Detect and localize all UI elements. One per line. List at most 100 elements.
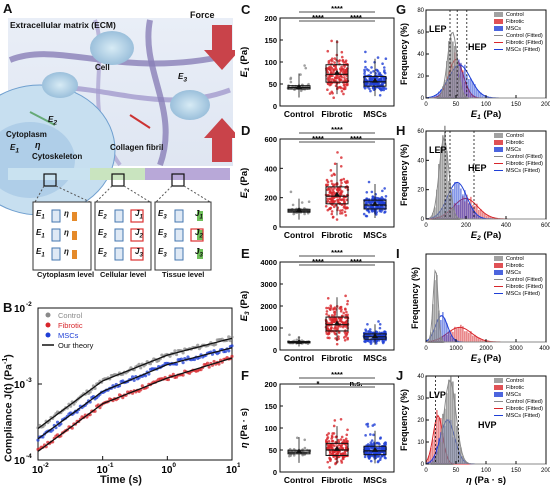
data-point <box>370 439 374 442</box>
data-point <box>339 165 343 168</box>
model-e-symbol: E1 <box>36 247 45 259</box>
y-tick-label: 100 <box>264 424 277 433</box>
y-tick-label: 10 <box>417 440 424 446</box>
data-point <box>326 180 330 184</box>
data-point <box>137 362 141 366</box>
data-point <box>336 208 339 212</box>
hist-bar <box>460 62 462 98</box>
hist-bar <box>458 435 460 464</box>
legend-entry: MSCs <box>58 331 79 340</box>
data-point <box>364 214 368 218</box>
hist-bar <box>446 151 448 219</box>
y-tick-label: 3000 <box>260 280 277 289</box>
panel-label-g: G <box>396 2 407 17</box>
x-category-label: MSCs <box>363 109 387 119</box>
legend-entry: Control <box>506 256 524 262</box>
data-point <box>148 362 153 366</box>
hist-bar <box>444 79 446 98</box>
data-point <box>340 156 343 159</box>
x-tick-label: 10 <box>226 465 238 476</box>
data-point <box>333 314 336 318</box>
x-tick-label: 0 <box>424 346 428 352</box>
hist-bar <box>462 72 464 98</box>
data-point <box>346 337 349 341</box>
data-point <box>378 326 382 330</box>
hist-bar <box>456 182 458 219</box>
data-point <box>334 318 338 321</box>
data-point <box>373 60 376 64</box>
hist-bar <box>462 455 464 464</box>
hist-bar <box>430 332 432 342</box>
data-point <box>330 439 334 443</box>
hist-bar <box>446 323 448 342</box>
hist-bar <box>456 340 458 342</box>
hist-bar <box>432 458 434 464</box>
data-point <box>304 66 308 70</box>
data-point <box>333 419 337 422</box>
x-tick-label: 4000 <box>539 346 550 352</box>
data-point <box>173 349 177 353</box>
data-point <box>330 57 334 60</box>
y-tick-label: 60 <box>417 30 424 36</box>
data-point <box>324 439 328 442</box>
data-point <box>295 436 299 440</box>
hist-bar <box>466 197 468 219</box>
data-point <box>369 459 373 463</box>
data-point <box>330 66 334 70</box>
x-tick-label: 10 <box>97 465 109 476</box>
hist-bar <box>450 37 452 98</box>
e1-symbol: E1 <box>10 143 20 155</box>
data-point <box>292 454 296 457</box>
hist-bar <box>440 94 442 98</box>
legend-entry: MSCs <box>506 147 521 153</box>
mean-marker <box>296 207 302 213</box>
hist-bar <box>450 335 452 342</box>
x-tick-label: 150 <box>511 102 522 108</box>
data-point <box>343 180 347 184</box>
data-point <box>332 191 335 194</box>
data-point <box>345 331 349 335</box>
data-point <box>373 452 376 455</box>
data-point <box>330 212 334 216</box>
data-point <box>328 189 332 192</box>
data-point <box>336 326 340 329</box>
model-j-symbol: J2 <box>195 228 203 240</box>
compliance-ylabel: Compliance J(t) (Pa-1) <box>2 354 15 462</box>
data-point <box>339 179 343 182</box>
hist-bar <box>462 326 464 342</box>
hist-bar <box>486 215 488 219</box>
hist-bar <box>432 304 434 342</box>
data-point <box>344 325 348 328</box>
model-e-symbol: E2 <box>98 209 107 221</box>
hist-bar <box>480 92 482 98</box>
legend-entry: MSCs (Fitted) <box>506 291 540 297</box>
sig-label: * <box>317 379 320 388</box>
hist-bar <box>454 45 456 98</box>
peak-label: HEP <box>468 42 487 52</box>
y-tick-label: 0 <box>421 217 425 223</box>
data-point <box>333 162 337 166</box>
data-point <box>383 69 386 72</box>
data-point <box>330 210 334 213</box>
hist-bar <box>462 194 464 219</box>
data-point <box>36 438 40 442</box>
boxplot-d: 600 400 200 0 Control Fibrotic MSCs **** **** ***… <box>239 125 395 240</box>
data-point <box>376 70 380 73</box>
data-point <box>333 61 336 64</box>
data-point <box>369 89 372 93</box>
data-point <box>288 333 291 337</box>
hist-bar <box>462 91 464 98</box>
data-point <box>380 200 384 203</box>
data-point <box>171 372 175 377</box>
data-point <box>329 169 333 172</box>
data-point <box>377 320 380 323</box>
cell-label: Cell <box>95 63 110 72</box>
data-point <box>381 62 384 66</box>
hist-bar <box>454 326 456 342</box>
data-point <box>328 77 332 81</box>
data-point <box>332 424 336 428</box>
x-tick-label: 200 <box>461 223 472 229</box>
hist-bar <box>440 147 442 219</box>
mean-marker <box>296 83 302 89</box>
